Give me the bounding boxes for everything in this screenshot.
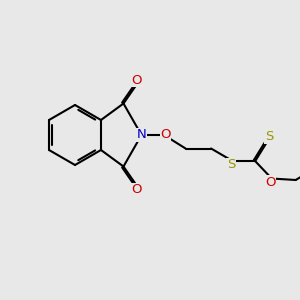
Text: O: O <box>132 74 142 87</box>
Text: S: S <box>227 158 236 172</box>
Text: S: S <box>265 130 274 143</box>
Text: N: N <box>136 128 146 142</box>
Text: O: O <box>132 183 142 196</box>
Text: O: O <box>265 176 275 189</box>
Text: O: O <box>160 128 171 141</box>
